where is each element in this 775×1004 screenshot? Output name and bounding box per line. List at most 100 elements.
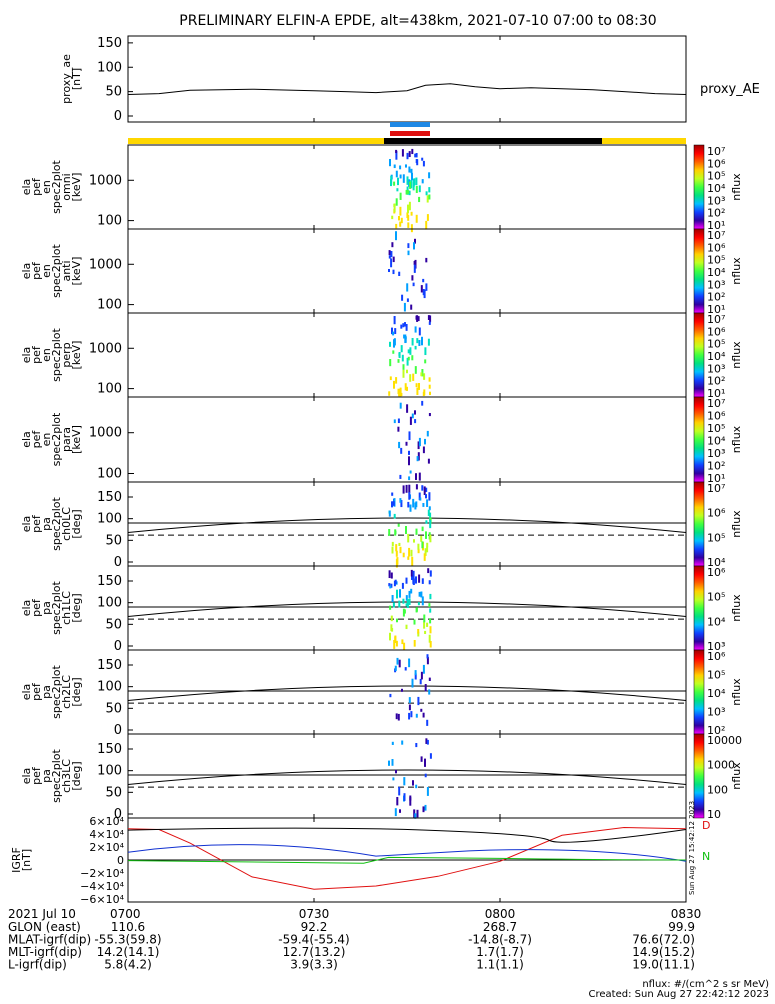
- pa-spectrogram-cell: [408, 547, 411, 557]
- en-spectrogram-cell: [427, 315, 430, 320]
- en-spectrogram-cell: [407, 349, 410, 354]
- pa-spectrogram-cell: [399, 546, 402, 554]
- pa-spectrogram-cell: [403, 777, 406, 786]
- ephemeris-row-label: MLAT-igrf(dip): [8, 933, 91, 947]
- en-spectrogram-cell: [418, 472, 421, 481]
- pa-3-ylabel-1: pef: [30, 766, 43, 785]
- colorbar-tick-label: 10⁶: [707, 325, 726, 338]
- pa-spectrogram-cell: [402, 485, 405, 494]
- en-spectrogram-cell: [391, 242, 394, 248]
- ae-ytick-label: 0: [114, 109, 122, 124]
- pa-spectrogram-cell: [415, 784, 418, 789]
- pa-spectrogram-cell: [398, 659, 401, 668]
- colorbar-tick-label: 10⁷: [707, 482, 725, 495]
- en-spectrogram-cell: [424, 438, 426, 445]
- pa-ytick-label: 100: [97, 596, 122, 611]
- pa-spectrogram-cell: [394, 530, 397, 535]
- en-spectrogram-cell: [425, 283, 428, 291]
- en-spectrogram-cell: [405, 441, 408, 446]
- pa-ytick-label: 0: [114, 807, 122, 822]
- en-spectrogram-cell: [415, 159, 418, 164]
- colorbar-5: [693, 565, 705, 651]
- ae-ytick-label: 100: [97, 60, 122, 75]
- ae-legend-label: proxy_AE: [700, 82, 760, 97]
- en-spectrogram-cell: [395, 231, 397, 241]
- pa-spectrogram-cell: [403, 642, 406, 650]
- pa-ytick-label: 50: [105, 701, 122, 716]
- pa-spectrogram-cell: [397, 523, 400, 527]
- pa-spectrogram-cell: [428, 634, 431, 643]
- en-spectrogram-cell: [392, 269, 395, 275]
- pa-spectrogram-cell: [404, 667, 407, 671]
- pa-spectrogram-cell: [429, 753, 432, 759]
- colorbar-tick-label: 10²: [707, 207, 725, 220]
- en-spectrogram-cell: [404, 322, 406, 327]
- orbit-bar-middle: [384, 138, 602, 144]
- pa-spectrogram-cell: [415, 713, 418, 718]
- colorbar-0: [693, 144, 705, 230]
- en-spectrogram-cell: [409, 181, 412, 189]
- pa-spectrogram-cell: [392, 777, 395, 781]
- pa-spectrogram-cell: [407, 501, 410, 508]
- en-spectrogram-cell: [410, 179, 413, 189]
- en-3-ylabel-1: pef: [30, 430, 43, 449]
- pa-spectrogram-cell: [423, 553, 426, 561]
- en-spectrogram-cell: [400, 345, 403, 353]
- en-spectrogram-cell: [413, 242, 415, 250]
- en-spectrogram-cell: [389, 159, 391, 167]
- en-spectrogram-cell: [408, 431, 411, 441]
- colorbar-tick-label: 10⁶: [707, 157, 726, 170]
- en-spectrogram-cell: [411, 148, 414, 155]
- pa-spectrogram-cell: [423, 621, 426, 629]
- pa-spectrogram-cell: [418, 492, 421, 501]
- colorbar-tick-label: 10⁷: [707, 397, 725, 410]
- en-spectrogram-cell: [428, 194, 431, 200]
- pa-spectrogram-cell: [389, 605, 392, 610]
- pa-spectrogram-cell: [429, 570, 432, 577]
- en-spectrogram-cell: [418, 196, 421, 203]
- grf-legend-d: D: [702, 819, 710, 832]
- pa-spectrogram-cell: [405, 526, 407, 534]
- pa-1-ylabel-5: [deg]: [70, 593, 83, 622]
- pa-0-ylabel-1: pef: [30, 514, 43, 533]
- pa-spectrogram-cell: [425, 738, 428, 744]
- en-spectrogram-cell: [399, 474, 402, 479]
- grf-ytick-label: 4×10⁴: [89, 828, 124, 841]
- en-spectrogram-cell: [408, 190, 411, 196]
- en-spectrogram-cell: [408, 456, 410, 466]
- en-spectrogram-cell: [408, 450, 410, 455]
- colorbar-tick-label: 10¹: [707, 472, 725, 485]
- pa-spectrogram-cell: [427, 568, 430, 574]
- en-spectrogram-cell: [410, 168, 413, 174]
- pa-spectrogram-cell: [422, 503, 425, 507]
- en-spectrogram-cell: [407, 215, 410, 221]
- pa-spectrogram-cell: [417, 602, 420, 606]
- pa-spectrogram-cell: [429, 512, 432, 522]
- colorbar-tick-label: 10⁴: [707, 556, 726, 569]
- en-spectrogram-cell: [428, 321, 431, 325]
- en-spectrogram-cell: [427, 338, 430, 346]
- pa-spectrogram-cell: [426, 654, 429, 659]
- pa-spectrogram-cell: [417, 696, 420, 706]
- pa-spectrogram-cell: [391, 546, 394, 554]
- pa-spectrogram-cell: [410, 549, 413, 557]
- pa-spectrogram-cell: [423, 614, 426, 623]
- colorbar-tick-label: 10³: [707, 278, 725, 291]
- en-spectrogram-cell: [407, 243, 410, 249]
- en-spectrogram-cell: [410, 211, 413, 216]
- pa-2-ylabel-5: [deg]: [70, 677, 83, 706]
- en-spectrogram-cell: [401, 149, 404, 157]
- en-spectrogram-cell: [428, 413, 431, 417]
- en-spectrogram-cell: [416, 338, 419, 344]
- pa-spectrogram-cell: [401, 740, 404, 745]
- pa-spectrogram-cell: [420, 756, 423, 762]
- en-spectrogram-cell: [406, 176, 409, 185]
- en-spectrogram-cell: [388, 255, 391, 259]
- pa-spectrogram-cell: [415, 743, 418, 748]
- colorbar-tick-label: 10⁵: [707, 531, 725, 544]
- ae-panel-frame: [127, 35, 687, 123]
- en-spectrogram-cell: [388, 250, 391, 256]
- pa-spectrogram-cell: [419, 497, 422, 501]
- grf-ytick-label: −4×10⁴: [80, 880, 124, 893]
- pa-1-ylabel-1: pef: [30, 598, 43, 617]
